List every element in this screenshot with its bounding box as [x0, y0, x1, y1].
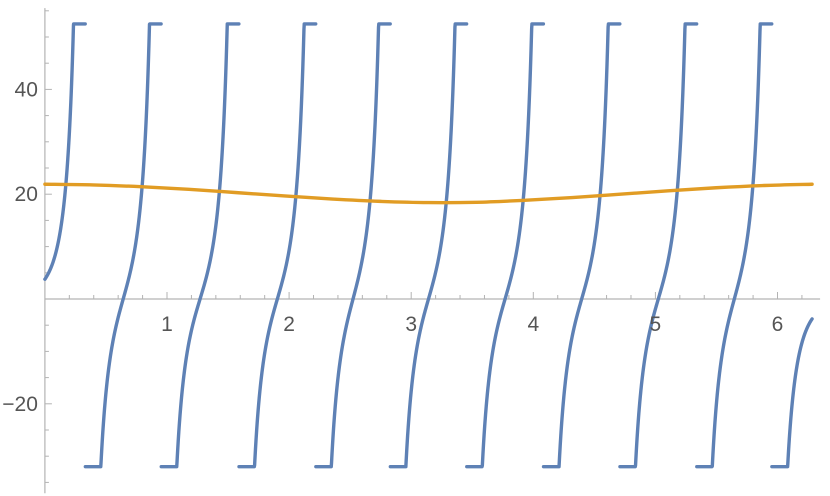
blue-branch-10	[770, 317, 814, 469]
x-tick-label-4: 4	[527, 313, 539, 336]
x-tick-label-1: 1	[161, 313, 173, 336]
x-tick-label-2: 2	[283, 313, 295, 336]
x-tick-label-5: 5	[650, 313, 662, 336]
axes	[44, 8, 821, 494]
blue-branch-1	[83, 22, 163, 469]
y-tick-label-40: 40	[15, 78, 38, 101]
blue-branch-9	[695, 22, 774, 469]
blue-branch-2	[159, 22, 241, 469]
x-minor-ticks	[68, 295, 803, 299]
blue-branch-7	[541, 22, 622, 469]
x-major-ticks	[166, 292, 778, 299]
blue-branch-3	[237, 22, 318, 469]
y-tick-label-20: 20	[15, 183, 38, 206]
tick-labels: 1 2 3 4 5 6 40 20 −20	[2, 78, 783, 415]
x-tick-label-3: 3	[405, 313, 417, 336]
orange-curve	[43, 182, 814, 205]
blue-branch-0	[43, 22, 87, 281]
blue-branch-4	[314, 22, 392, 469]
x-tick-label-6: 6	[772, 313, 784, 336]
y-tick-label-neg20: −20	[2, 393, 38, 416]
blue-branch-5	[388, 22, 469, 469]
blue-branch-8	[618, 22, 699, 469]
series-layer	[43, 22, 814, 469]
y-major-ticks	[44, 88, 52, 405]
blue-branch-6	[465, 22, 546, 469]
